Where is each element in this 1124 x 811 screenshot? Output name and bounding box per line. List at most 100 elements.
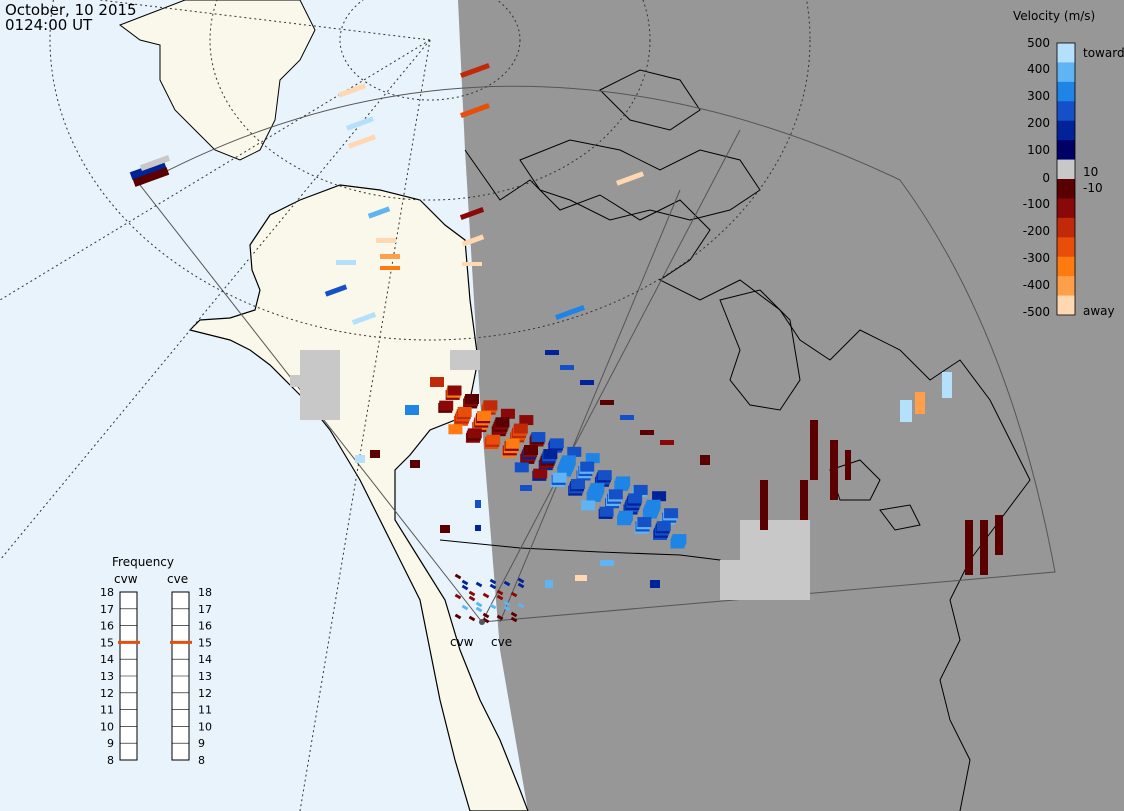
frequency-right-radar: cve	[167, 572, 188, 586]
velocity-cell	[482, 592, 490, 599]
velocity-cell	[560, 365, 574, 370]
velocity-cell	[800, 480, 808, 520]
frequency-tick-left: 14	[100, 653, 114, 666]
velocity-cell	[555, 305, 585, 320]
velocity-cell	[324, 284, 348, 297]
frequency-tick-right: 11	[198, 704, 212, 717]
velocity-cell	[830, 440, 838, 500]
velocity-cell	[608, 489, 623, 500]
velocity-cell	[600, 400, 614, 405]
radar-label-cve: cve	[491, 635, 512, 649]
velocity-cell	[513, 423, 528, 434]
colorbar-swatch	[1057, 159, 1075, 180]
colorbar-tick-label: -300	[1023, 251, 1050, 265]
velocity-cell	[965, 520, 973, 575]
velocity-cell	[520, 485, 532, 491]
velocity-cells	[129, 63, 1003, 624]
velocity-cell	[475, 581, 483, 588]
frequency-tick-left: 12	[100, 687, 114, 700]
night-shading	[458, 0, 1124, 811]
frequency-title: Frequency	[112, 555, 174, 569]
velocity-cell	[483, 400, 498, 411]
frequency-tick-right: 12	[198, 687, 212, 700]
velocity-cell	[300, 350, 340, 420]
velocity-cell	[462, 262, 482, 266]
velocity-cell	[581, 500, 596, 511]
radar-label-cvw: cvw	[450, 635, 474, 649]
velocity-cell	[845, 450, 851, 480]
velocity-cell	[370, 450, 380, 458]
map-time: 0124:00 UT	[5, 16, 93, 34]
frequency-tick-left: 18	[100, 586, 114, 599]
frequency-tick-left: 8	[107, 754, 114, 767]
velocity-cell	[656, 521, 671, 532]
colorbar-swatch	[1057, 237, 1075, 258]
lat-lon-grid	[0, 0, 811, 811]
frequency-tick-left: 10	[100, 720, 114, 733]
velocity-cell	[561, 455, 576, 466]
frequency-left-radar: cvw	[114, 572, 138, 586]
velocity-cell	[510, 611, 518, 618]
frequency-indicator: Frequency cvw cve 18 18 17 17 16 16 15 15 14 14 13…	[100, 555, 212, 767]
velocity-cell	[503, 600, 511, 607]
colorbar-swatch	[1057, 256, 1075, 277]
velocity-cell	[468, 615, 476, 622]
velocity-cell	[646, 499, 661, 510]
frequency-tick-right: 17	[198, 603, 212, 616]
velocity-cell	[440, 525, 450, 533]
frequency-tick-left: 17	[100, 603, 114, 616]
velocity-cell	[640, 430, 654, 435]
map-date: October, 10 2015	[5, 1, 137, 19]
velocity-cell	[461, 579, 469, 586]
frequency-tick-right: 8	[198, 754, 205, 767]
velocity-cell	[517, 577, 525, 584]
velocity-cell	[475, 606, 483, 613]
velocity-cell	[700, 455, 710, 465]
colorbar-tick-label: 0	[1042, 171, 1050, 185]
hudson-bay-outline	[719, 289, 801, 411]
velocity-cell	[448, 424, 463, 435]
velocity-cell	[510, 616, 518, 623]
velocity-cell	[567, 446, 582, 457]
colorbar-swatch	[1057, 140, 1075, 161]
velocity-cell	[543, 449, 558, 460]
frequency-tick-right: 15	[198, 636, 212, 649]
velocity-cell	[380, 266, 400, 270]
velocity-cell	[405, 405, 419, 415]
velocity-cell	[514, 462, 529, 473]
velocity-cell	[351, 312, 377, 325]
colorbar-tick-label: 10	[1083, 165, 1098, 179]
velocity-cell	[672, 534, 687, 545]
colorbar-tick-label: -400	[1023, 278, 1050, 292]
velocity-cell	[599, 506, 614, 517]
velocity-cell	[380, 254, 400, 259]
colorbar-swatch	[1057, 43, 1075, 63]
frequency-tick-left: 16	[100, 620, 114, 633]
fov-beam-line	[499, 189, 681, 623]
velocity-cell	[585, 453, 600, 464]
velocity-cell	[454, 573, 462, 580]
colorbar-swatch	[1057, 198, 1075, 219]
velocity-cell	[290, 375, 306, 387]
velocity-cell	[465, 394, 479, 404]
colorbar-tick-label: -100	[1023, 197, 1050, 211]
colorbar-swatch	[1057, 120, 1075, 141]
colorbar-swatch	[1057, 62, 1075, 83]
velocity-cell	[519, 415, 534, 426]
frequency-tick-left: 9	[107, 737, 114, 750]
colorbar-away-label: away	[1083, 304, 1115, 318]
velocity-cell	[489, 583, 497, 590]
velocity-cell	[496, 594, 504, 601]
velocity-cell	[549, 438, 564, 449]
velocity-cell	[616, 476, 631, 487]
velocity-cell	[336, 260, 356, 265]
velocity-cell	[618, 510, 633, 521]
colorbar-swatch	[1057, 81, 1075, 102]
velocity-cell	[571, 479, 585, 489]
velocity-cell	[496, 614, 504, 621]
velocity-cell	[810, 420, 818, 480]
velocity-cell	[533, 468, 548, 479]
alaska-landmass	[188, 184, 529, 811]
velocity-cell	[505, 438, 520, 449]
